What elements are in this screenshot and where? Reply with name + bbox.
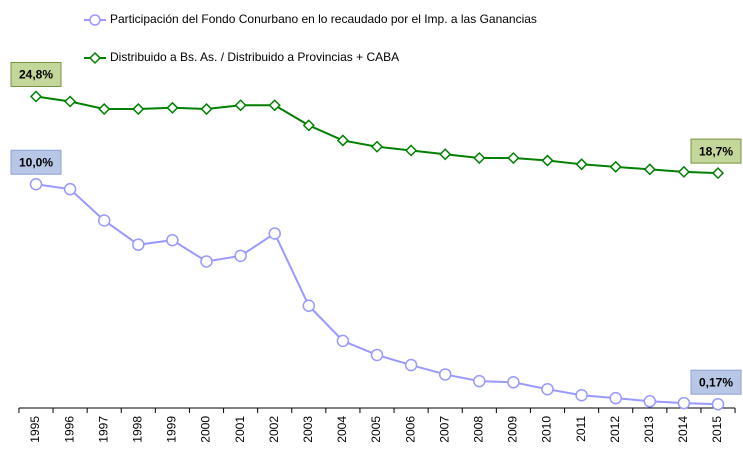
x-tick-label: 2002 bbox=[267, 416, 281, 443]
legend-label: Distribuido a Bs. As. / Distribuido a Pr… bbox=[110, 50, 399, 64]
point bbox=[166, 233, 179, 247]
point bbox=[575, 158, 588, 171]
legend-marker bbox=[89, 14, 101, 26]
point bbox=[98, 102, 111, 116]
data-label: 0,17% bbox=[699, 375, 733, 389]
point bbox=[200, 255, 213, 268]
point bbox=[302, 119, 315, 132]
x-tick-label: 2010 bbox=[540, 416, 554, 443]
x-tick-label: 1998 bbox=[130, 416, 144, 443]
data-label-box bbox=[10, 149, 62, 175]
point bbox=[132, 102, 145, 116]
x-tick-label: 2014 bbox=[676, 416, 690, 443]
point bbox=[166, 101, 179, 114]
x-tick-label: 2001 bbox=[233, 416, 247, 443]
point bbox=[609, 160, 622, 173]
legend-marker bbox=[88, 51, 102, 65]
point bbox=[507, 151, 520, 165]
point bbox=[677, 165, 690, 178]
data-label: 24,8% bbox=[19, 68, 53, 82]
point bbox=[507, 376, 520, 389]
point bbox=[711, 167, 725, 180]
point bbox=[336, 334, 350, 348]
point bbox=[132, 238, 145, 251]
point bbox=[541, 382, 554, 396]
point bbox=[405, 144, 418, 157]
x-tick-label: 2009 bbox=[506, 416, 520, 443]
point bbox=[29, 178, 43, 191]
point bbox=[711, 397, 725, 411]
x-tick-label: 1995 bbox=[28, 416, 42, 443]
point bbox=[404, 358, 418, 372]
point bbox=[643, 395, 657, 408]
x-tick-label: 1997 bbox=[96, 416, 110, 443]
x-tick-label: 2005 bbox=[369, 416, 383, 443]
data-label-box bbox=[690, 369, 742, 395]
data-label: 10,0% bbox=[19, 155, 53, 169]
point bbox=[541, 154, 554, 167]
point bbox=[370, 348, 384, 362]
point bbox=[609, 391, 622, 405]
data-label-box bbox=[690, 138, 742, 164]
x-tick-label: 2003 bbox=[301, 416, 315, 443]
point bbox=[64, 95, 77, 108]
point bbox=[643, 163, 656, 176]
point bbox=[29, 90, 43, 103]
point bbox=[677, 396, 691, 410]
x-tick-label: 2013 bbox=[642, 416, 656, 443]
point bbox=[302, 299, 316, 312]
point bbox=[575, 388, 588, 402]
x-tick-label: 1996 bbox=[62, 416, 76, 443]
x-tick-label: 2000 bbox=[199, 416, 213, 443]
point bbox=[268, 99, 281, 112]
point bbox=[370, 140, 384, 153]
point bbox=[336, 134, 349, 147]
point bbox=[473, 151, 486, 165]
point bbox=[63, 182, 77, 196]
point bbox=[473, 374, 486, 388]
data-label-box bbox=[10, 61, 62, 87]
point bbox=[200, 102, 213, 116]
point bbox=[438, 368, 452, 381]
point bbox=[268, 227, 281, 240]
x-tick-label: 2015 bbox=[710, 416, 724, 443]
x-tick-label: 2008 bbox=[471, 416, 485, 443]
x-tick-label: 2006 bbox=[403, 416, 417, 443]
x-tick-label: 2004 bbox=[335, 416, 349, 443]
x-tick-label: 2007 bbox=[437, 416, 451, 443]
point bbox=[234, 99, 247, 112]
point bbox=[439, 148, 452, 161]
legend-label: Participación del Fondo Conurbano en lo … bbox=[110, 12, 537, 26]
point bbox=[97, 214, 111, 227]
point bbox=[234, 249, 247, 263]
x-tick-label: 2011 bbox=[574, 416, 588, 442]
data-label: 18,7% bbox=[699, 144, 733, 158]
x-tick-label: 2012 bbox=[608, 416, 622, 443]
x-tick-label: 1999 bbox=[165, 416, 179, 443]
series-line bbox=[35, 183, 719, 406]
